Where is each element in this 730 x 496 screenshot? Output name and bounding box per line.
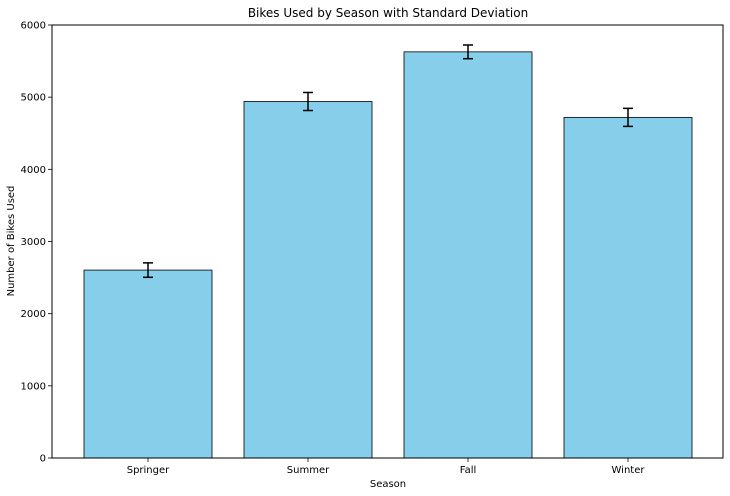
y-axis-label: Number of Bikes Used	[6, 186, 17, 297]
bar-fall	[403, 51, 533, 459]
bar-springer	[83, 269, 213, 459]
y-tick-label: 4000	[21, 165, 46, 176]
x-tick-label: Fall	[460, 465, 477, 476]
bars-group	[83, 51, 693, 459]
x-tick-label: Summer	[287, 465, 330, 476]
x-axis-label: Season	[370, 479, 406, 490]
bar-winter	[563, 116, 693, 459]
chart-title: Bikes Used by Season with Standard Devia…	[248, 6, 528, 20]
x-tick-label: Springer	[127, 465, 170, 476]
y-axis: 0 1000 2000 3000 4000 5000 6000	[21, 21, 52, 465]
bar-summer	[243, 101, 373, 459]
y-tick-label: 3000	[21, 237, 46, 248]
y-tick-label: 2000	[21, 309, 46, 320]
y-tick-label: 6000	[21, 21, 46, 32]
y-tick-label: 5000	[21, 93, 46, 104]
y-tick-label: 1000	[21, 381, 46, 392]
x-axis: Springer Summer Fall Winter	[127, 458, 646, 476]
error-bars-group	[143, 44, 633, 279]
y-tick-label: 0	[40, 454, 46, 465]
x-tick-label: Winter	[612, 465, 646, 476]
